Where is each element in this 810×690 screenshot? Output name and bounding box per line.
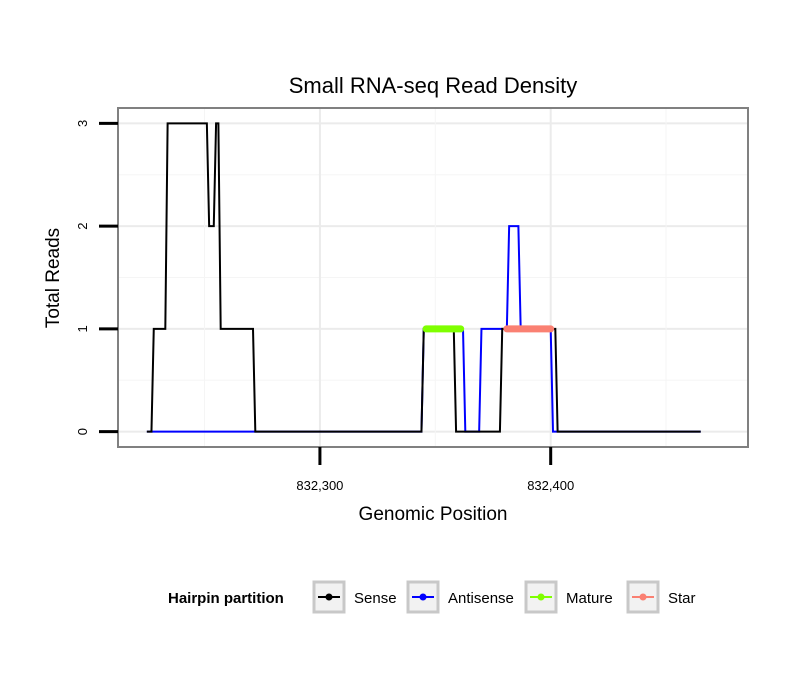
- x-axis-title: Genomic Position: [359, 504, 508, 525]
- chart-title: Small RNA-seq Read Density: [289, 73, 578, 98]
- plot-panel: [117, 107, 749, 448]
- legend-item-mature: Mature: [524, 580, 613, 614]
- series-line-sense: [146, 122, 701, 433]
- legend-key-point: [325, 593, 333, 601]
- legend: Hairpin partition Sense Antisense Mature St…: [168, 580, 696, 614]
- y-tick-label: 1: [75, 325, 90, 332]
- legend-title: Hairpin partition: [168, 590, 284, 607]
- y-tick-label: 2: [75, 223, 90, 230]
- legend-item-star: Star: [626, 580, 696, 614]
- legend-items: Sense Antisense Mature Star: [312, 580, 696, 614]
- x-tick-label: 832,400: [527, 478, 574, 493]
- legend-label: Star: [668, 590, 696, 607]
- y-axis-title: Total Reads: [43, 228, 64, 328]
- series-layer: [146, 122, 701, 433]
- y-axis: 0 1 2 3: [75, 120, 118, 435]
- legend-item-antisense: Antisense: [406, 580, 514, 614]
- y-tick-label: 3: [75, 120, 90, 127]
- legend-key-point: [639, 593, 647, 601]
- legend-item-sense: Sense: [312, 580, 397, 614]
- legend-label: Antisense: [448, 590, 514, 607]
- x-axis: 832,300 832,400: [296, 447, 574, 493]
- x-tick-label: 832,300: [296, 478, 343, 493]
- legend-label: Sense: [354, 590, 397, 607]
- y-tick-label: 0: [75, 428, 90, 435]
- plot-border: [117, 107, 749, 448]
- legend-key-point: [537, 593, 545, 601]
- legend-label: Mature: [566, 590, 613, 607]
- legend-key-point: [419, 593, 427, 601]
